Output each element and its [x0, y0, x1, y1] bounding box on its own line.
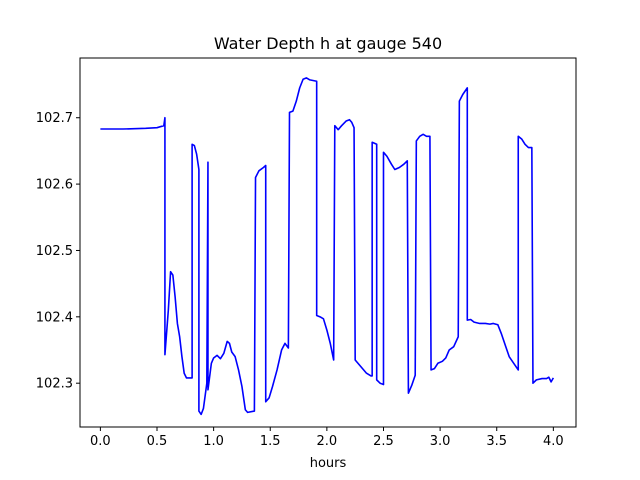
x-tick-label: 0.0: [90, 434, 111, 449]
x-tick-label: 3.5: [486, 434, 507, 449]
x-tick-label: 4.0: [543, 434, 564, 449]
x-tick-label: 2.5: [373, 434, 394, 449]
y-tick-label: 102.4: [36, 310, 73, 325]
y-axis: 102.3 102.4 102.5 102.6 102.7: [36, 111, 80, 392]
y-tick-label: 102.6: [36, 178, 73, 193]
x-tick-label: 0.5: [147, 434, 168, 449]
plot-area: 0.0 0.5 1.0 1.5 2.0 2.5 3.0 3.5 4.0 102.3102.410…: [36, 57, 577, 449]
x-tick-label: 1.0: [203, 434, 224, 449]
y-tick-label: 102.5: [36, 244, 73, 259]
x-axis-label: hours: [310, 456, 347, 471]
x-tick-label: 3.0: [430, 434, 451, 449]
y-tick-label: 102.7: [36, 111, 73, 126]
x-axis: 0.0 0.5 1.0 1.5 2.0 2.5 3.0 3.5 4.0: [90, 427, 564, 449]
x-tick-label: 1.5: [260, 434, 281, 449]
x-tick-label: 2.0: [317, 434, 338, 449]
plot-frame: [79, 57, 577, 428]
series-line: [100, 77, 555, 416]
chart-title: Water Depth h at gauge 540: [214, 34, 442, 53]
series-group: [100, 77, 555, 416]
y-tick-label: 102.3: [36, 377, 73, 392]
